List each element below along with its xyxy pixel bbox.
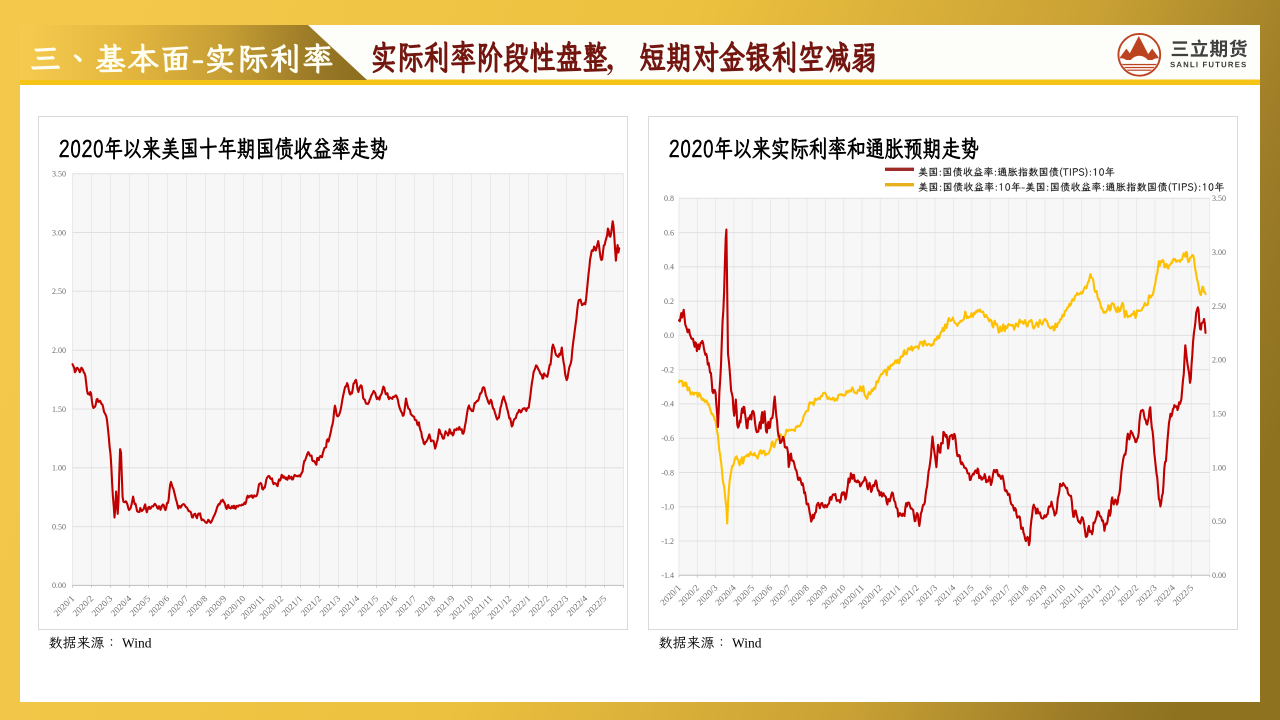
- svg-text:3.00: 3.00: [52, 228, 66, 237]
- svg-text:0.8: 0.8: [664, 194, 674, 203]
- svg-text:0.50: 0.50: [1212, 517, 1226, 526]
- svg-text:2.00: 2.00: [1212, 356, 1226, 365]
- svg-text:0.50: 0.50: [52, 522, 66, 531]
- svg-text:0.4: 0.4: [664, 263, 674, 272]
- svg-text:0.0: 0.0: [664, 331, 674, 340]
- svg-text:1.00: 1.00: [1212, 463, 1226, 472]
- svg-text:3.50: 3.50: [52, 170, 66, 179]
- svg-text:0.2: 0.2: [664, 297, 674, 306]
- svg-text:-1.4: -1.4: [661, 571, 674, 580]
- svg-text:-1.2: -1.2: [661, 537, 674, 546]
- svg-text:-0.2: -0.2: [661, 366, 674, 375]
- svg-text:2.50: 2.50: [1212, 302, 1226, 311]
- svg-text:-0.4: -0.4: [661, 400, 674, 409]
- svg-text:3.50: 3.50: [1212, 194, 1226, 203]
- svg-text:3.00: 3.00: [1212, 248, 1226, 257]
- svg-text:0.00: 0.00: [52, 581, 66, 590]
- svg-text:2.50: 2.50: [52, 287, 66, 296]
- svg-text:-0.6: -0.6: [661, 434, 674, 443]
- svg-text:2.00: 2.00: [52, 346, 66, 355]
- svg-text:1.50: 1.50: [1212, 410, 1226, 419]
- svg-text:-0.8: -0.8: [661, 468, 674, 477]
- svg-text:Wind: Wind: [732, 636, 762, 651]
- svg-text:1.50: 1.50: [52, 405, 66, 414]
- svg-text:0.00: 0.00: [1212, 571, 1226, 580]
- svg-text:0.6: 0.6: [664, 228, 674, 237]
- svg-text:-1.0: -1.0: [661, 503, 674, 512]
- svg-text:Wind: Wind: [122, 636, 152, 651]
- svg-text:1.00: 1.00: [52, 464, 66, 473]
